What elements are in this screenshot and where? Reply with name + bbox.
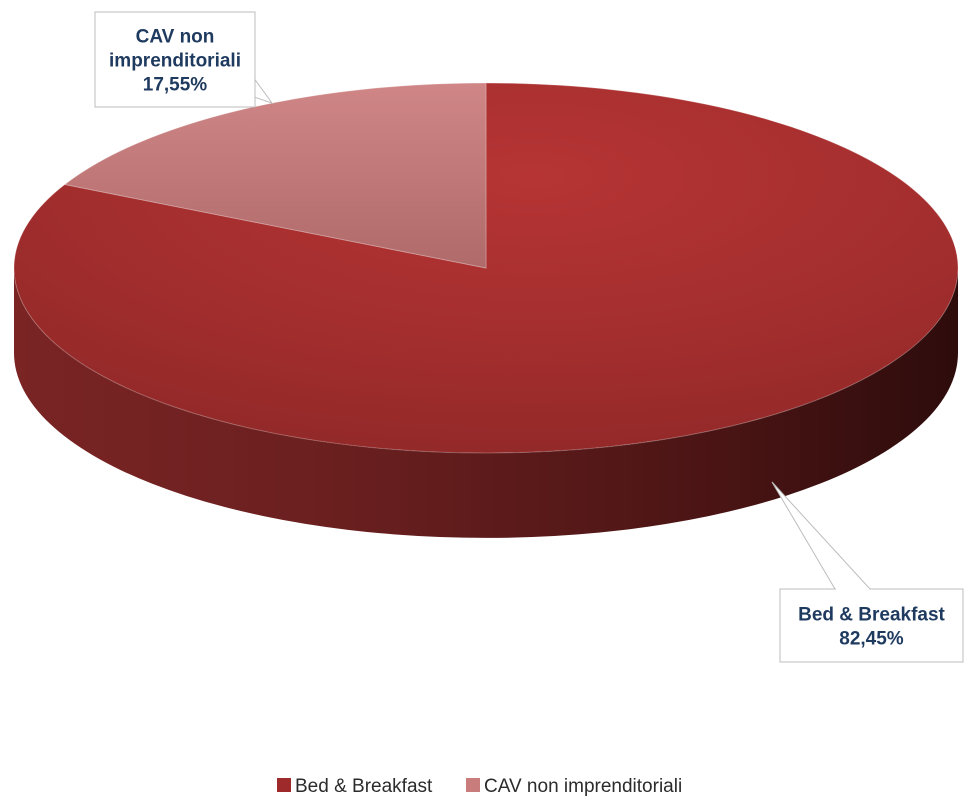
data-label: imprenditoriali — [109, 51, 241, 72]
data-label: 17,55% — [143, 75, 208, 96]
legend-item-bed-and-breakfast: Bed & Breakfast — [277, 776, 433, 797]
pie-slice-cav-non-imprenditoriali — [63, 82, 487, 269]
data-label: Bed & Breakfast — [798, 605, 945, 626]
callout-pointer — [771, 481, 872, 590]
legend-swatch — [277, 778, 291, 792]
pie-side-layer — [14, 268, 958, 538]
legend-swatch — [466, 778, 480, 792]
data-label: 82,45% — [839, 629, 904, 650]
callout-box — [779, 588, 964, 663]
pie-top-layer — [13, 82, 959, 454]
callout-bed-and-breakfast: Bed & Breakfast 82,45% — [771, 481, 964, 663]
callout-cav-non-imprenditoriali: CAV non imprenditoriali 17,55% — [94, 11, 274, 108]
data-label: CAV non — [136, 27, 215, 48]
callout-box — [94, 11, 256, 108]
legend-item-cav-non-imprenditoriali: CAV non imprenditoriali — [466, 776, 682, 797]
pie-side-wall — [14, 268, 958, 538]
legend: Bed & Breakfast CAV non imprenditoriali — [277, 776, 682, 797]
legend-label: CAV non imprenditoriali — [484, 776, 682, 797]
pie-slice-bed-and-breakfast — [13, 82, 959, 454]
callout-layer: CAV non imprenditoriali 17,55% Bed & Breakf… — [94, 11, 964, 663]
legend-label: Bed & Breakfast — [295, 776, 433, 797]
